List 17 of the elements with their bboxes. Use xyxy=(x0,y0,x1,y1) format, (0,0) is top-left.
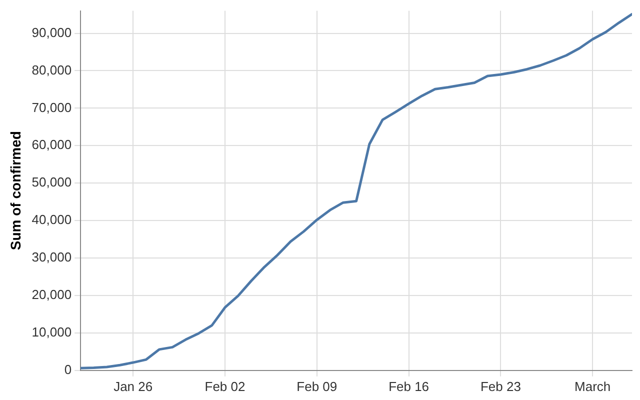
y-tick-label: 50,000 xyxy=(32,174,72,190)
x-tick-label: March xyxy=(574,378,611,394)
y-tick-label: 90,000 xyxy=(32,24,72,40)
y-tick-label: 20,000 xyxy=(32,287,72,302)
y-tick-label: 30,000 xyxy=(32,250,72,265)
y-tick-label: 0 xyxy=(64,362,72,377)
x-tick-label: Feb 16 xyxy=(388,378,430,394)
y-tick-label: 60,000 xyxy=(32,137,72,152)
x-tick-label: Feb 02 xyxy=(204,378,246,394)
x-tick-label: Feb 23 xyxy=(480,378,521,394)
x-tick-label: Jan 26 xyxy=(114,378,153,394)
x-tick-label: Feb 09 xyxy=(296,378,338,394)
y-tick-label: 80,000 xyxy=(32,62,72,78)
y-tick-label: 10,000 xyxy=(32,324,72,340)
y-tick-label: 40,000 xyxy=(32,212,72,228)
y-tick-label: 70,000 xyxy=(32,100,72,115)
y-axis-title: Sum of confirmed xyxy=(7,131,24,250)
